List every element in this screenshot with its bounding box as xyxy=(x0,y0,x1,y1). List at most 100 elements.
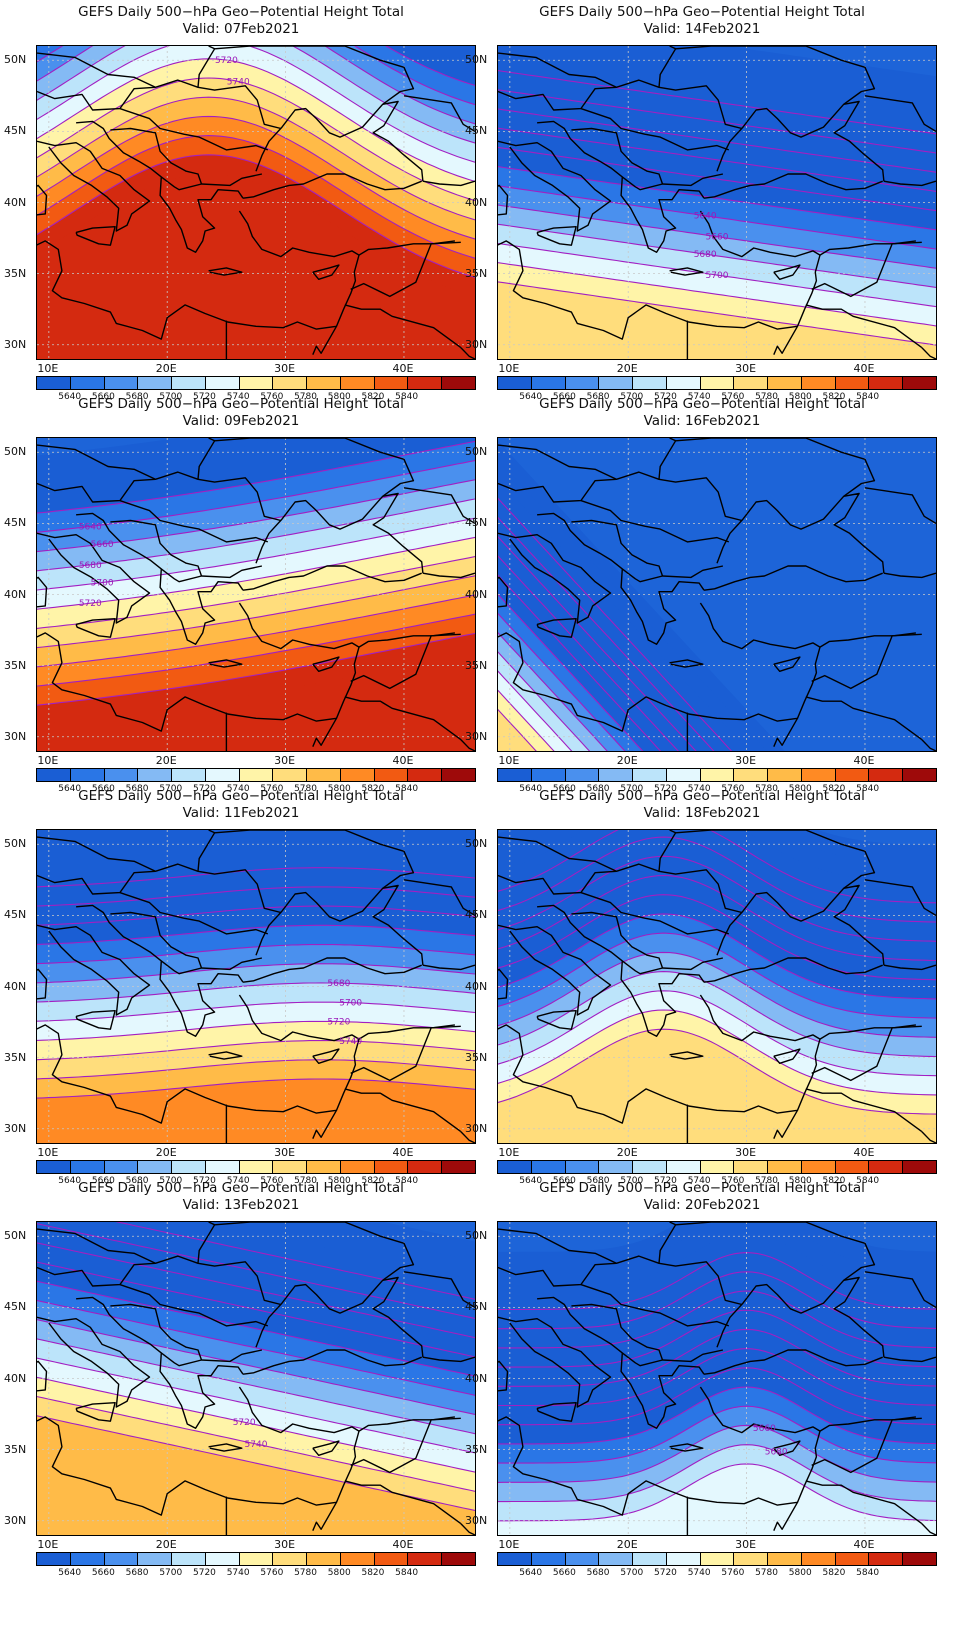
coastline xyxy=(460,1131,475,1143)
height-band xyxy=(37,652,475,751)
colorbar-swatch xyxy=(340,1553,375,1565)
map-panel: GEFS Daily 500−hPa Geo−Potential Height … xyxy=(461,784,943,1194)
lat-tick-label: 40N xyxy=(465,1371,488,1385)
colorbar-label: 5680 xyxy=(586,392,610,402)
lat-tick-label: 50N xyxy=(4,53,27,67)
colorbar-label: 5800 xyxy=(788,1176,812,1186)
colorbar-label: 5740 xyxy=(226,1568,250,1578)
colorbar-swatch xyxy=(768,1161,802,1173)
colorbar-swatch xyxy=(273,769,308,781)
contour-line xyxy=(37,963,475,984)
coastline xyxy=(703,1349,883,1375)
coastline xyxy=(37,52,156,88)
coastline xyxy=(214,438,415,497)
colorbar-swatch xyxy=(498,1161,532,1173)
map-svg: 5720 5740 xyxy=(37,1222,475,1535)
contour-label: 5700 xyxy=(91,579,114,589)
coastline xyxy=(883,180,936,187)
coastline xyxy=(773,1501,799,1531)
coastline xyxy=(703,173,883,199)
coastline xyxy=(883,1356,936,1363)
coastline xyxy=(703,565,883,591)
colorbar-swatch xyxy=(801,1553,836,1565)
contour-line xyxy=(37,1338,475,1435)
colorbar-label: 5680 xyxy=(125,1176,149,1186)
coastline xyxy=(675,1222,876,1281)
colorbar-swatch xyxy=(801,377,836,389)
contour-line xyxy=(498,185,936,250)
coastline xyxy=(110,911,203,969)
height-map: 5720 5740 xyxy=(36,45,476,360)
lat-tick-label: 30N xyxy=(4,729,27,743)
colorbar-swatch xyxy=(37,1161,71,1173)
coastline xyxy=(37,968,48,1000)
coastline xyxy=(669,1443,704,1452)
coastline xyxy=(37,924,151,1016)
coastline xyxy=(37,1255,282,1306)
colorbar-label: 5800 xyxy=(327,784,351,794)
map-svg: 5720 5740 xyxy=(37,46,475,359)
coastline xyxy=(537,904,705,1038)
panel-valid-date: Valid: 20Feb2021 xyxy=(643,1197,761,1213)
coastline xyxy=(571,1303,664,1361)
colorbar-swatch xyxy=(666,1553,701,1565)
panel-title-line: GEFS Daily 500−hPa Geo−Potential Height … xyxy=(539,396,865,412)
coastline xyxy=(197,1222,216,1264)
lon-tick-label: 20E xyxy=(155,362,177,375)
coastline xyxy=(658,830,677,872)
colorbar-swatch xyxy=(565,377,600,389)
colorbar-label: 5840 xyxy=(395,784,419,794)
colorbar-swatch xyxy=(104,377,139,389)
colorbar-label: 5720 xyxy=(193,1176,216,1186)
lon-tick-label: 40E xyxy=(392,362,414,375)
colorbar-swatch xyxy=(531,1161,566,1173)
colorbar-label: 5740 xyxy=(226,392,250,402)
coastline xyxy=(37,1316,151,1408)
contour-line xyxy=(498,108,936,173)
contour-line xyxy=(498,874,936,962)
coastline xyxy=(37,210,360,340)
coastline xyxy=(864,95,936,132)
height-map: 5640 5660 5680 5700 5720 xyxy=(36,437,476,752)
coastline xyxy=(37,140,151,232)
coastline xyxy=(37,1228,156,1264)
contour-line xyxy=(498,516,715,751)
contour-label: 5660 xyxy=(706,233,729,243)
coastline xyxy=(536,1401,577,1422)
coastline xyxy=(37,994,360,1124)
lat-tick-label: 30N xyxy=(4,337,27,351)
colorbar-label: 5760 xyxy=(260,1568,284,1578)
coastline xyxy=(403,1271,475,1308)
contour-label: 5740 xyxy=(227,77,250,87)
colorbar-swatch xyxy=(408,1553,443,1565)
coastline xyxy=(498,140,612,232)
contour-line xyxy=(37,575,475,649)
lat-tick-label: 40N xyxy=(465,979,488,993)
colorbar-label: 5660 xyxy=(91,392,115,402)
coastline xyxy=(403,487,475,524)
colorbar-label: 5780 xyxy=(294,1176,317,1186)
coastline xyxy=(716,100,885,182)
contour-line xyxy=(498,1252,936,1311)
colorbar-label: 5640 xyxy=(519,1176,543,1186)
contour-line xyxy=(37,1001,475,1022)
coastline xyxy=(536,225,577,246)
colorbar-swatch xyxy=(408,377,443,389)
contour-line xyxy=(37,479,475,553)
colorbar-swatch xyxy=(172,1161,206,1173)
contour-line xyxy=(498,651,591,751)
contour-line xyxy=(385,46,475,86)
coastline xyxy=(498,1360,509,1392)
coastline xyxy=(580,499,730,543)
coastline xyxy=(716,884,885,966)
lon-tick-label: 40E xyxy=(392,754,414,767)
coastline xyxy=(358,240,455,256)
lon-tick-label: 10E xyxy=(37,1146,59,1159)
colorbar-swatch xyxy=(768,377,802,389)
colorbar-swatch xyxy=(734,769,769,781)
lat-tick-label: 30N xyxy=(4,1121,27,1135)
lat-tick-label: 50N xyxy=(4,837,27,851)
lon-tick-label: 40E xyxy=(392,1146,414,1159)
colorbar-swatch xyxy=(565,769,600,781)
colorbar-swatch xyxy=(599,1161,634,1173)
